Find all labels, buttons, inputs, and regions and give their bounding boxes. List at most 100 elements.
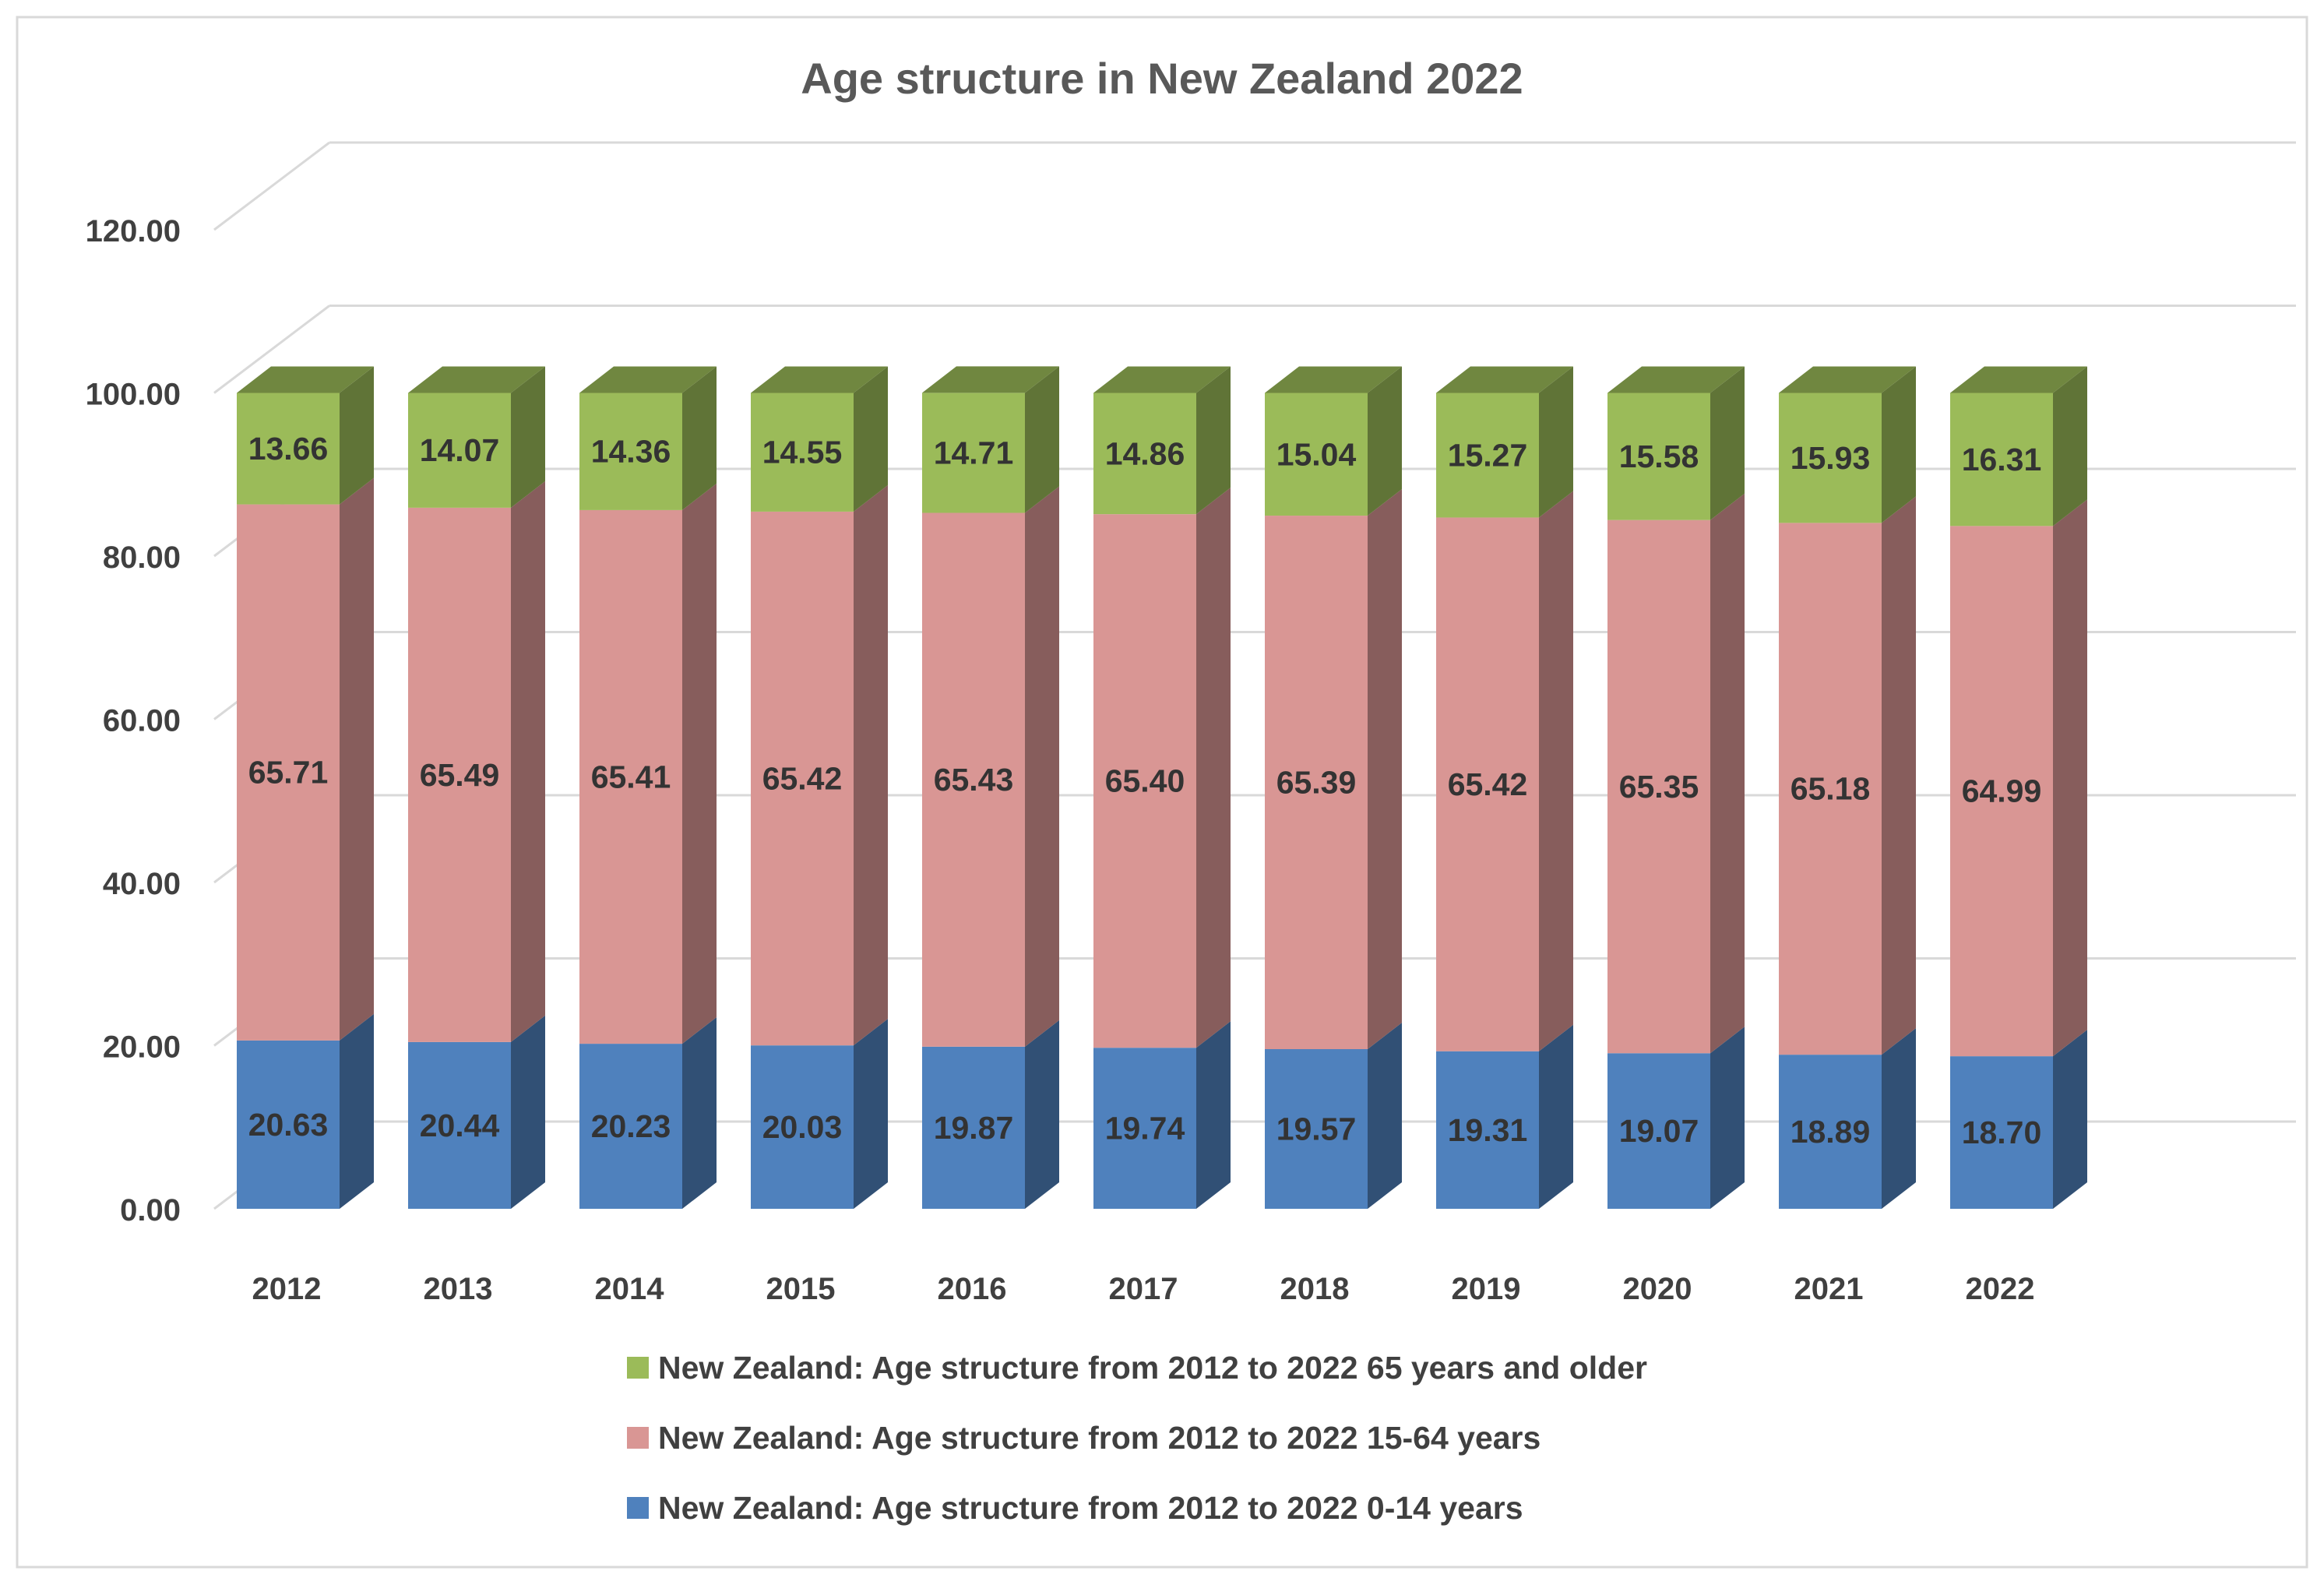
y-tick-label: 100.00 <box>86 378 181 412</box>
bar-segment-side <box>1710 366 1745 520</box>
bar-segment-top <box>237 366 374 393</box>
bar-segment-side <box>2053 499 2087 1057</box>
bar-segment-side <box>1196 1021 1231 1209</box>
data-label: 64.99 <box>1962 773 2042 809</box>
data-label: 19.07 <box>1619 1113 1699 1149</box>
bar-segment <box>1607 1053 1710 1209</box>
bar-segment <box>1265 393 1368 516</box>
bar-segment <box>1779 393 1882 523</box>
bar-segment <box>579 1044 682 1209</box>
bar-segment <box>1436 393 1539 518</box>
bar-stack-2013: 20.44 65.49 14.07 <box>408 366 545 1209</box>
x-tick-label: 2021 <box>1794 1272 1864 1306</box>
data-label: 65.43 <box>934 762 1014 798</box>
y-tick-label: 60.00 <box>103 704 181 738</box>
bar-segment-side <box>1368 366 1402 516</box>
gridline-diagonal <box>213 305 330 394</box>
bar-segment-side <box>1882 496 1916 1055</box>
bar-segment-top <box>579 366 717 393</box>
bar-segment-side <box>511 366 545 508</box>
bar-segment <box>1436 517 1539 1051</box>
bar-segment-side <box>1196 488 1231 1048</box>
legend-item: New Zealand: Age structure from 2012 to … <box>627 1350 1647 1386</box>
bar-segment <box>1607 393 1710 520</box>
data-label: 16.31 <box>1962 442 2042 477</box>
bar-stack-2014: 20.23 65.41 14.36 <box>579 366 717 1209</box>
bar-segment <box>1093 514 1196 1048</box>
bar-segment <box>237 1040 340 1209</box>
legend-label: New Zealand: Age structure from 2012 to … <box>658 1490 1523 1526</box>
bar-segment-top <box>1436 366 1573 393</box>
data-label: 14.55 <box>762 435 843 470</box>
bar-segment-side <box>1196 366 1231 515</box>
data-label: 19.74 <box>1105 1111 1185 1146</box>
bar-segment-top <box>922 366 1059 393</box>
legend-swatch <box>627 1427 649 1449</box>
bar-segment-side <box>1882 366 1916 523</box>
x-tick-label: 2014 <box>595 1272 665 1306</box>
bar-segment <box>1265 516 1368 1050</box>
data-label: 15.58 <box>1619 439 1699 474</box>
bar-segment-side <box>340 1013 374 1209</box>
data-label: 65.71 <box>248 755 329 791</box>
bar-segment-side <box>682 1017 717 1209</box>
y-tick-label: 20.00 <box>103 1030 181 1065</box>
data-label: 20.44 <box>420 1108 500 1143</box>
bar-segment-side <box>340 477 374 1041</box>
bar-segment <box>579 509 682 1044</box>
bar-segment-side <box>854 484 888 1046</box>
gridline-diagonal <box>213 141 330 231</box>
bar-segment <box>922 393 1025 513</box>
bar-segment-side <box>1882 1028 1916 1209</box>
data-label: 65.18 <box>1791 771 1871 807</box>
bar-segment-top <box>1265 366 1402 393</box>
bar-segment <box>579 393 682 510</box>
bar-segment-side <box>1710 1027 1745 1209</box>
bar-segment-side <box>1539 1024 1573 1209</box>
y-tick-label: 80.00 <box>103 541 181 575</box>
bar-segment <box>1779 1055 1882 1209</box>
bar-segment-side <box>2053 366 2087 527</box>
bar-segment-side <box>511 481 545 1042</box>
bar-segment-top <box>1950 366 2087 393</box>
bar-segment-side <box>1539 366 1573 518</box>
bar-segment <box>408 1041 511 1209</box>
bar-segment <box>922 512 1025 1047</box>
bar-segment <box>237 504 340 1041</box>
legend-swatch <box>627 1357 649 1379</box>
bar-segment <box>751 393 854 512</box>
bar-segment-side <box>340 366 374 505</box>
y-tick-label: 120.00 <box>86 214 181 248</box>
legend-label: New Zealand: Age structure from 2012 to … <box>658 1420 1541 1456</box>
bar-segment-side <box>1368 489 1402 1050</box>
bar-stack-2016: 19.87 65.43 14.71 <box>922 366 1059 1209</box>
bar-segment-side <box>854 366 888 512</box>
bar-segment <box>922 1046 1025 1209</box>
bar-segment <box>1950 526 2053 1057</box>
x-tick-label: 2013 <box>424 1272 493 1306</box>
bar-segment <box>1950 1056 2053 1209</box>
bar-segment <box>1265 1049 1368 1209</box>
bar-segment-side <box>1025 1020 1059 1209</box>
bar-segment <box>751 1045 854 1209</box>
bar-segment-side <box>1539 491 1573 1051</box>
data-label: 20.63 <box>248 1107 329 1143</box>
data-label: 15.93 <box>1791 440 1871 476</box>
bar-stack-2022: 18.70 64.99 16.31 <box>1950 366 2087 1209</box>
y-tick-label: 40.00 <box>103 867 181 901</box>
bar-segment-side <box>682 366 717 510</box>
bar-stack-2012: 20.63 65.71 13.66 <box>237 366 374 1209</box>
data-label: 14.71 <box>934 435 1014 470</box>
bar-segment-top <box>1779 366 1916 393</box>
bar-segment-side <box>854 1019 888 1209</box>
data-label: 65.42 <box>762 761 843 797</box>
data-label: 15.27 <box>1448 437 1528 473</box>
data-label: 14.07 <box>420 432 500 468</box>
bar-segment <box>408 507 511 1042</box>
bar-stack-2018: 19.57 65.39 15.04 <box>1265 366 1402 1209</box>
bar-segment <box>408 393 511 508</box>
data-label: 65.41 <box>591 759 671 795</box>
bar-segment-side <box>682 483 717 1044</box>
bar-segment-side <box>1025 486 1059 1047</box>
bar-stack-2015: 20.03 65.42 14.55 <box>751 366 888 1209</box>
